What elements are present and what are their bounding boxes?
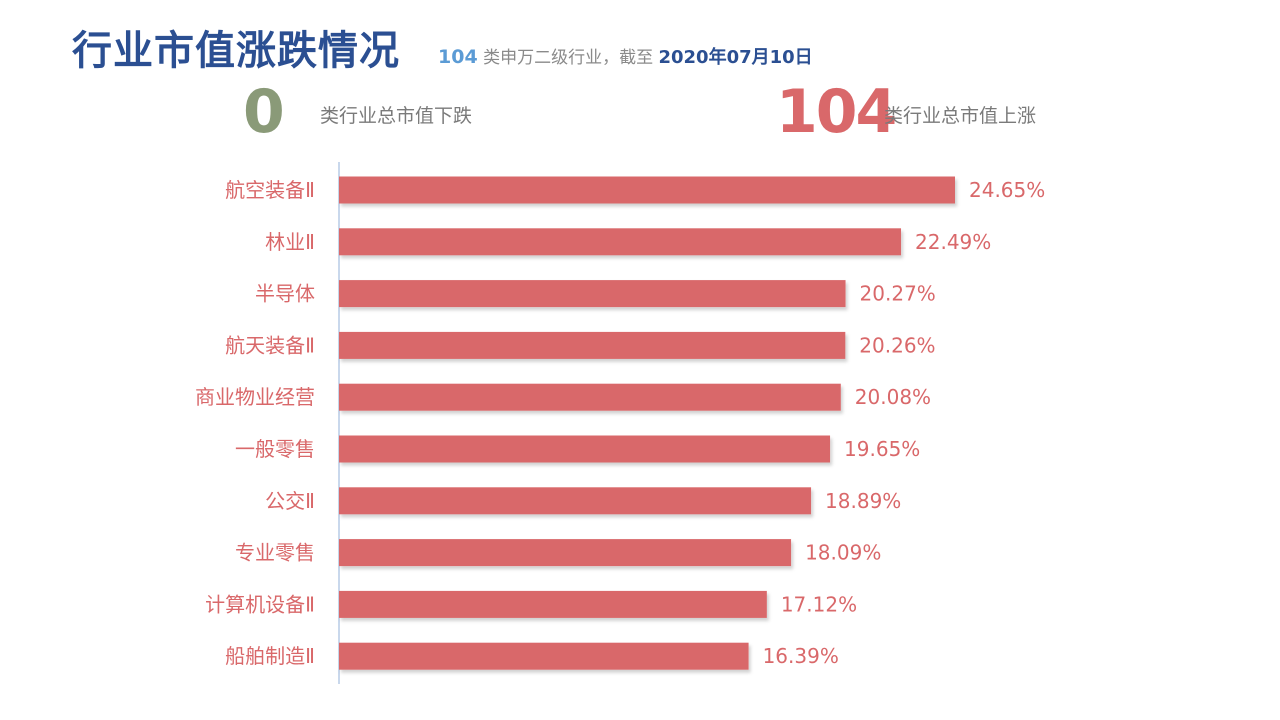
value-label: 22.49% bbox=[915, 230, 991, 254]
up-label: 类行业总市值上涨 bbox=[884, 105, 1037, 127]
category-label: 公交Ⅱ bbox=[265, 489, 315, 513]
bar bbox=[339, 383, 841, 411]
category-label: 计算机设备Ⅱ bbox=[205, 592, 315, 616]
category-label: 航空装备Ⅱ bbox=[225, 178, 315, 202]
subtitle-date: 2020年07月10日 bbox=[658, 47, 813, 68]
bar bbox=[339, 228, 902, 256]
down-label: 类行业总市值下跌 bbox=[320, 105, 473, 127]
bar bbox=[339, 435, 831, 463]
bar bbox=[339, 176, 955, 204]
bar bbox=[339, 487, 812, 515]
value-label: 20.08% bbox=[855, 385, 931, 409]
page-title: 行业市值涨跌情况 bbox=[72, 28, 400, 74]
bar bbox=[339, 642, 749, 670]
down-count: 0 bbox=[243, 77, 285, 147]
bar bbox=[339, 280, 846, 308]
value-label: 16.39% bbox=[763, 644, 839, 668]
value-label: 19.65% bbox=[844, 437, 920, 461]
value-label: 20.27% bbox=[860, 282, 936, 306]
category-label: 一般零售 bbox=[235, 437, 315, 461]
bar bbox=[339, 539, 792, 567]
category-label: 船舶制造Ⅱ bbox=[225, 644, 315, 668]
category-label: 商业物业经营 bbox=[195, 385, 315, 409]
value-label: 18.89% bbox=[825, 489, 901, 513]
bar bbox=[339, 590, 767, 618]
subtitle-count: 104 bbox=[438, 46, 478, 68]
subtitle: 104 类申万二级行业，截至 2020年07月10日 bbox=[438, 43, 813, 69]
value-label: 17.12% bbox=[781, 592, 857, 616]
value-label: 24.65% bbox=[969, 178, 1045, 202]
up-count: 104 bbox=[776, 77, 897, 147]
category-label: 专业零售 bbox=[235, 541, 315, 565]
category-label: 半导体 bbox=[255, 282, 315, 306]
category-label: 航天装备Ⅱ bbox=[225, 333, 315, 357]
value-label: 18.09% bbox=[805, 541, 881, 565]
category-label: 林业Ⅱ bbox=[265, 230, 315, 254]
subtitle-text: 类申万二级行业，截至 bbox=[477, 48, 659, 68]
value-label: 20.26% bbox=[859, 333, 935, 357]
bar bbox=[339, 331, 846, 359]
